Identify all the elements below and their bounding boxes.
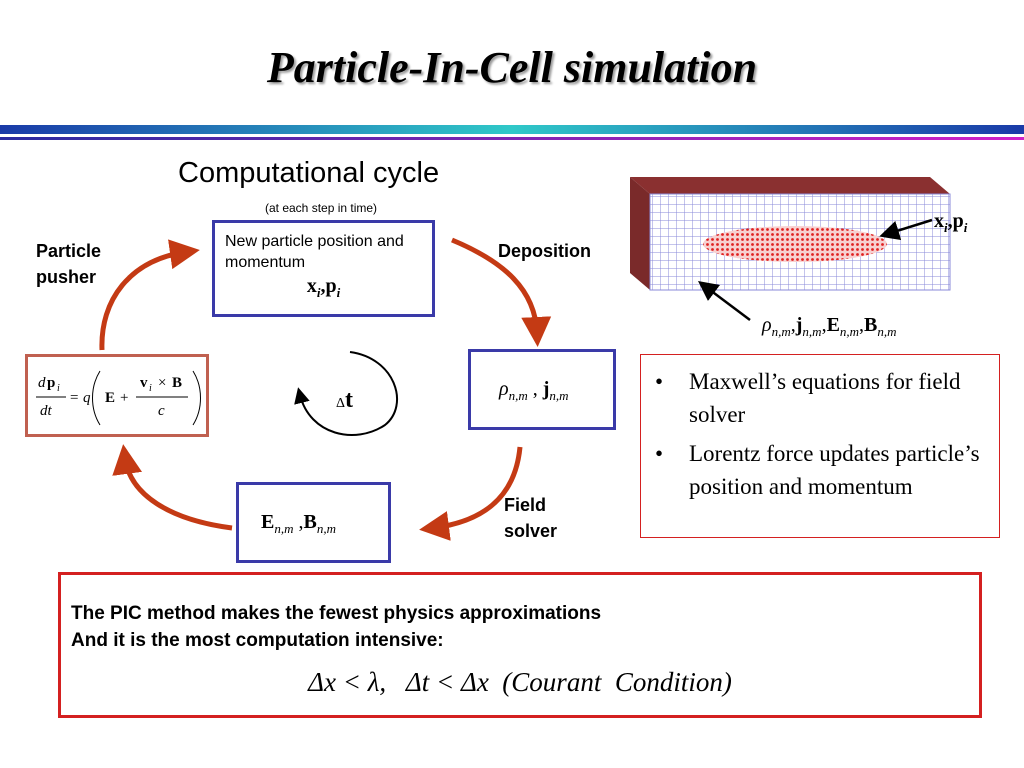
grid-particle-label: xi,pi <box>934 210 968 235</box>
summary-line-1: The PIC method makes the fewest physics … <box>71 603 602 624</box>
grid-field-label: ρn,m,jn,m,En,m,Bn,m <box>762 314 897 339</box>
formula-x: x <box>306 275 317 297</box>
fields-formula: En,m ,Bn,m <box>261 511 336 536</box>
arrow-particle-pusher <box>99 239 200 351</box>
deposition-label: Deposition <box>498 241 591 261</box>
cycle-subheading: (at each step in time) <box>265 201 378 215</box>
grid-figure <box>630 177 951 321</box>
svg-text:c: c <box>158 403 165 419</box>
svg-text:i: i <box>149 383 152 394</box>
note-bullet: • Lorentz force updates particle’s positi… <box>655 441 980 499</box>
svg-text:×: × <box>158 375 166 391</box>
cycle-heading: Computational cycle <box>178 157 440 189</box>
slab-side <box>630 177 650 290</box>
lorentz-force-box: d p i dt = q E + v i × B c <box>25 354 209 437</box>
particle-state-box: New particle position and momentum xi,pi <box>212 220 435 317</box>
svg-text:p: p <box>47 375 55 391</box>
arrow-deposition <box>451 237 552 347</box>
notes-box: • Maxwell’s equations for field solver • L… <box>640 354 1000 538</box>
particle-pointer <box>879 218 933 241</box>
svg-text:E: E <box>105 390 115 406</box>
svg-text:=: = <box>70 390 78 406</box>
particle-state-formula: xi,pi <box>306 275 341 300</box>
particle-state-text: New particle position and momentum <box>225 233 404 271</box>
svg-text:q: q <box>83 390 91 406</box>
svg-text:d: d <box>38 375 46 391</box>
arrow-to-pusher <box>112 444 233 531</box>
svg-text:i: i <box>57 383 60 394</box>
svg-text:+: + <box>120 390 128 406</box>
courant-condition: Δx < λ, Δt < Δx (Courant Condition) <box>308 667 732 697</box>
lorentz-equation: d p i dt = q E + v i × B c <box>36 370 201 426</box>
grid-pointer <box>698 281 751 321</box>
slab-top <box>630 177 950 194</box>
time-step-label: Δt <box>336 387 354 413</box>
time-step-arrow <box>294 351 399 436</box>
title-divider <box>0 125 1024 140</box>
field-solver-label: Field solver <box>504 495 558 541</box>
arrow-field-solver <box>419 446 523 541</box>
formula-p: p <box>325 275 337 297</box>
svg-text:v: v <box>140 375 148 391</box>
fields-box: En,m ,Bn,m <box>236 482 391 563</box>
svg-text:B: B <box>172 375 182 391</box>
summary-line-2: And it is the most computation intensive… <box>71 630 444 651</box>
notes-list: • Maxwell’s equations for field solver • L… <box>647 365 993 503</box>
particle-pusher-label: Particle pusher <box>36 241 102 287</box>
summary-box: The PIC method makes the fewest physics … <box>58 572 982 718</box>
svg-text:dt: dt <box>40 403 53 419</box>
note-bullet: • Maxwell’s equations for field solver <box>655 369 961 427</box>
charge-current-box: ρn,m , jn,m <box>468 349 616 430</box>
charge-current-formula: ρn,m , jn,m <box>499 378 569 403</box>
cycle-arrows <box>99 237 552 541</box>
slide-title: Particle-In-Cell simulation <box>266 43 758 92</box>
particle-cloud <box>703 226 887 262</box>
